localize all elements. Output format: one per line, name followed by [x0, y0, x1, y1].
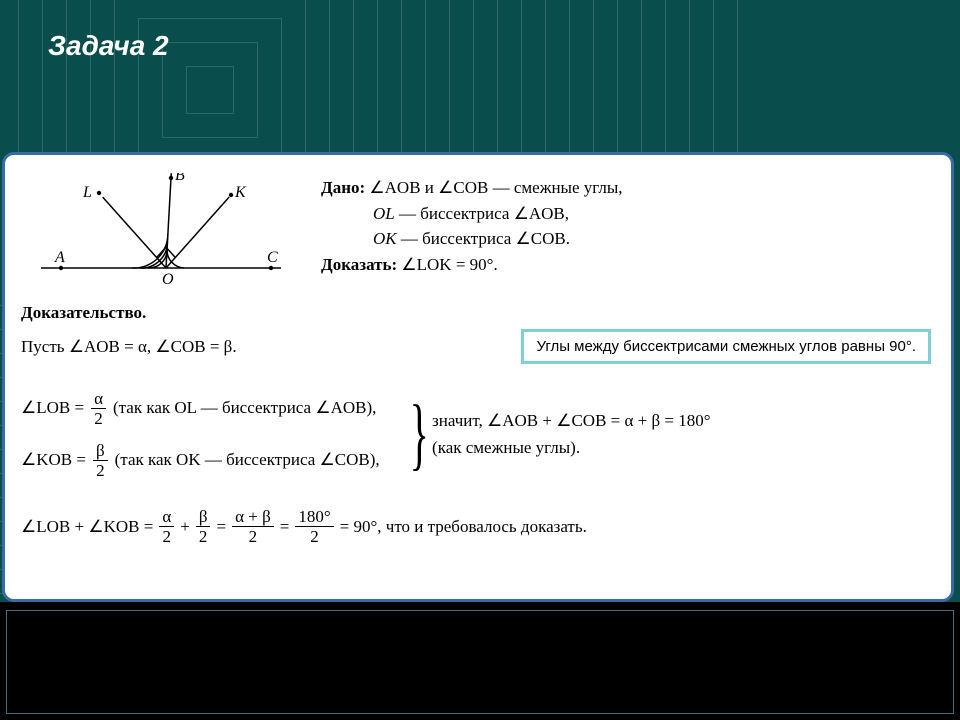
f2n: β [196, 508, 211, 527]
given-line3a: OK [373, 229, 397, 248]
geometry-diagram: A C L B K O [21, 173, 301, 293]
proof-title: Доказательство. [21, 303, 935, 323]
given-label: Дано: [321, 178, 365, 197]
svg-text:O: O [162, 271, 174, 288]
final-eq1: = [216, 517, 226, 537]
eq1-rhs: (так как OL — биссектриса ∠AOB), [113, 386, 376, 430]
prove-text: ∠LOK = 90°. [397, 255, 498, 274]
svg-text:A: A [54, 249, 65, 266]
let-text: Пусть ∠AOB = α, ∠COB = β. [21, 337, 237, 357]
bottom-strip [0, 602, 960, 720]
final-plus: + [180, 517, 190, 537]
eq2-rhs: (так как OK — биссектриса ∠COB), [115, 438, 380, 482]
curly-brace-icon: } [409, 402, 428, 466]
eq1-den: 2 [91, 409, 106, 427]
svg-text:C: C [267, 249, 278, 266]
eq1-lhs: ∠LOB = [21, 386, 84, 430]
f4d: 2 [307, 527, 322, 545]
implication-line1: значит, ∠AOB + ∠COB = α + β = 180° [432, 407, 711, 434]
eq2-lhs: ∠KOB = [21, 438, 86, 482]
given-line3b: — биссектриса ∠COB. [397, 229, 570, 248]
implication-line2: (как смежные углы). [432, 434, 711, 461]
given-line2b: — биссектриса ∠AOB, [395, 204, 569, 223]
final-prefix: ∠LOB + ∠KOB = [21, 517, 153, 537]
f3d: 2 [246, 527, 261, 545]
prove-label: Доказать: [321, 255, 397, 274]
f2d: 2 [196, 527, 211, 545]
f1n: α [159, 508, 174, 527]
eq2-num: β [93, 442, 108, 461]
given-line1a: ∠AOB и ∠COB [369, 178, 488, 197]
eq1-num: α [91, 390, 106, 409]
svg-text:K: K [234, 184, 247, 201]
final-tail: = 90°, что и требовалось доказать. [340, 517, 587, 537]
slide-title: Задача 2 [48, 30, 169, 62]
eq2-den: 2 [93, 461, 108, 479]
f4n: 180° [295, 508, 333, 527]
mid-left: ∠LOB = α2 (так как OL — биссектриса ∠AOB… [21, 378, 380, 490]
given-line1b: — смежные углы, [488, 178, 622, 197]
svg-text:L: L [82, 184, 92, 201]
let-row: Пусть ∠AOB = α, ∠COB = β. Углы между бис… [21, 329, 935, 364]
content-panel: A C L B K O Дано: ∠AOB и ∠COB — смежные углы,… [2, 152, 954, 602]
f3n: α + β [232, 508, 274, 527]
callout-box: Углы между биссектрисами смежных углов р… [521, 329, 931, 364]
given-line2a: OL [373, 204, 395, 223]
f1d: 2 [160, 527, 175, 545]
brace-column: } значит, ∠AOB + ∠COB = α + β = 180° (ка… [400, 402, 711, 466]
final-equation: ∠LOB + ∠KOB = α2 + β2 = α + β2 = 180°2 =… [21, 508, 935, 545]
equation-kob: ∠KOB = β2 (так как OK — биссектриса ∠COB… [21, 438, 380, 482]
final-eq2: = [280, 517, 290, 537]
given-block: Дано: ∠AOB и ∠COB — смежные углы, OL — б… [321, 173, 623, 277]
svg-text:B: B [175, 173, 185, 184]
upper-row: A C L B K O Дано: ∠AOB и ∠COB — смежные углы,… [21, 173, 935, 293]
mid-block: ∠LOB = α2 (так как OL — биссектриса ∠AOB… [21, 378, 935, 490]
implication-block: значит, ∠AOB + ∠COB = α + β = 180° (как … [432, 407, 711, 461]
equation-lob: ∠LOB = α2 (так как OL — биссектриса ∠AOB… [21, 386, 380, 430]
